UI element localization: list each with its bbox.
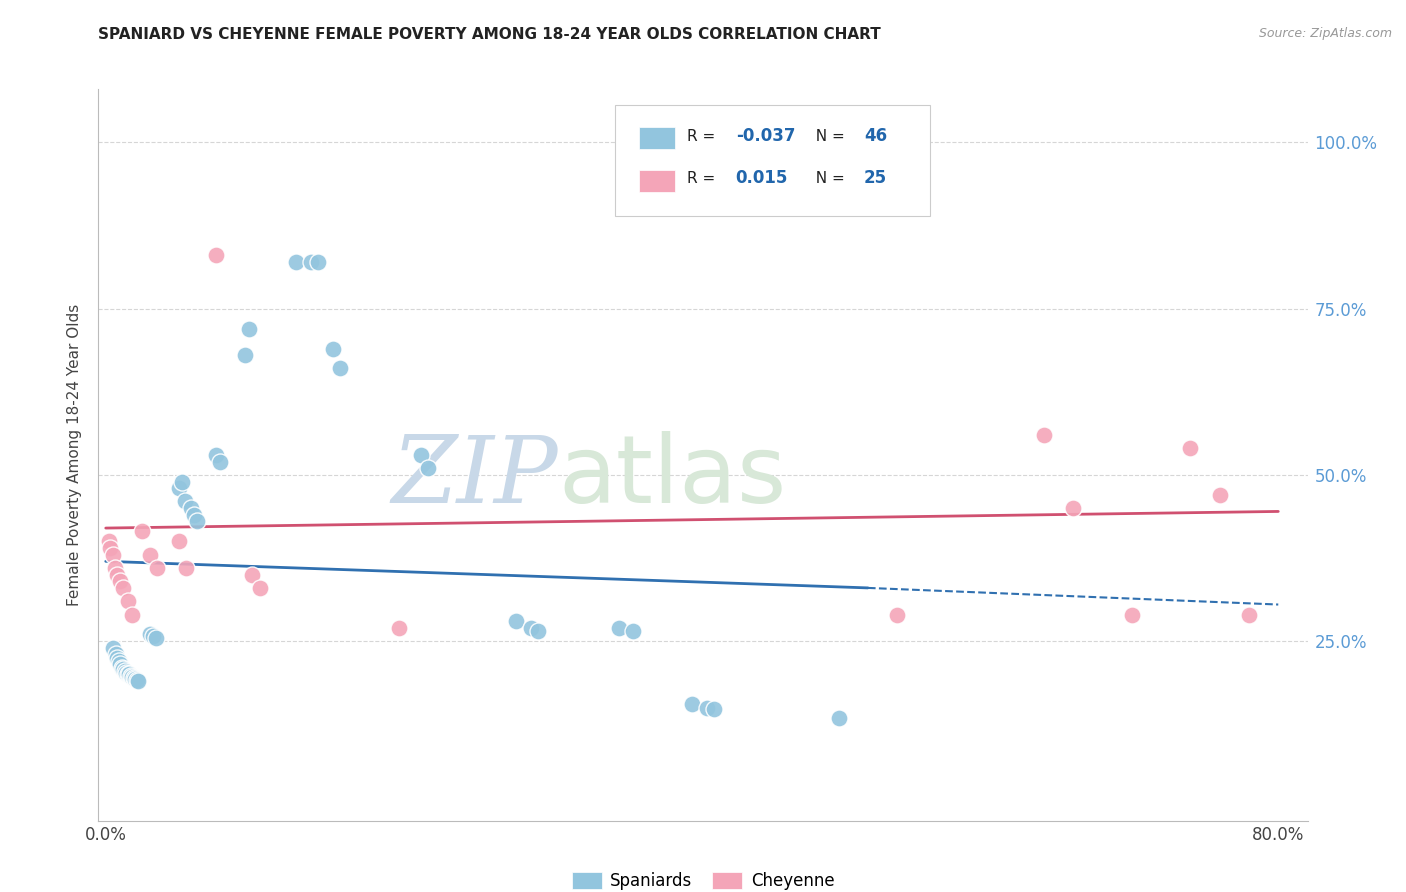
Point — [240, 567, 263, 582]
Point — [209, 454, 232, 468]
Point — [110, 657, 132, 672]
Point — [388, 621, 411, 635]
Point — [299, 255, 322, 269]
Text: Source: ZipAtlas.com: Source: ZipAtlas.com — [1258, 27, 1392, 40]
Point — [520, 621, 543, 635]
Point — [108, 654, 131, 668]
Point — [696, 700, 718, 714]
Text: R =: R = — [688, 128, 720, 144]
Point — [105, 648, 128, 662]
Point — [607, 621, 630, 635]
Point — [115, 666, 138, 681]
Text: 0.015: 0.015 — [735, 169, 787, 187]
Point — [107, 650, 129, 665]
Point — [97, 534, 120, 549]
Point — [238, 321, 260, 335]
Point — [1208, 488, 1230, 502]
Point — [103, 561, 125, 575]
Point — [204, 448, 226, 462]
Point — [127, 673, 149, 688]
Point — [527, 624, 550, 639]
Point — [204, 248, 226, 262]
Point — [111, 661, 134, 675]
Point — [176, 561, 198, 575]
Point — [1237, 607, 1260, 622]
Point — [98, 541, 121, 555]
Point — [121, 670, 143, 684]
Point — [145, 631, 167, 645]
Point — [112, 581, 135, 595]
Text: SPANIARD VS CHEYENNE FEMALE POVERTY AMONG 18-24 YEAR OLDS CORRELATION CHART: SPANIARD VS CHEYENNE FEMALE POVERTY AMON… — [98, 27, 882, 42]
FancyBboxPatch shape — [614, 105, 931, 216]
Legend: Spaniards, Cheyenne: Spaniards, Cheyenne — [565, 865, 841, 892]
Bar — [638, 128, 675, 149]
Point — [138, 548, 160, 562]
Point — [621, 624, 644, 639]
Point — [285, 255, 308, 269]
Text: 25: 25 — [863, 169, 887, 187]
Point — [409, 448, 432, 462]
Point — [1121, 607, 1143, 622]
Point — [418, 461, 440, 475]
Point — [110, 574, 132, 589]
Point — [114, 664, 136, 678]
Point — [121, 607, 143, 622]
Text: N =: N = — [806, 128, 849, 144]
Point — [233, 348, 256, 362]
Point — [329, 361, 352, 376]
Point — [142, 629, 165, 643]
Text: R =: R = — [688, 171, 725, 186]
Point — [138, 627, 160, 641]
Y-axis label: Female Poverty Among 18-24 Year Olds: Female Poverty Among 18-24 Year Olds — [67, 304, 83, 606]
Text: N =: N = — [806, 171, 849, 186]
Point — [170, 475, 193, 489]
Point — [117, 594, 139, 608]
Point — [827, 710, 849, 724]
Point — [186, 515, 208, 529]
Point — [1032, 428, 1054, 442]
Point — [307, 255, 329, 269]
Point — [167, 534, 190, 549]
Text: ZIP: ZIP — [391, 432, 558, 522]
Point — [101, 548, 124, 562]
Point — [886, 607, 908, 622]
Text: atlas: atlas — [558, 431, 786, 523]
Point — [117, 667, 139, 681]
Point — [249, 581, 271, 595]
Point — [167, 481, 190, 495]
Point — [174, 494, 197, 508]
Point — [120, 668, 142, 682]
Point — [112, 662, 135, 676]
Point — [180, 501, 202, 516]
Point — [1180, 442, 1202, 456]
Point — [146, 561, 169, 575]
Point — [118, 667, 141, 681]
Point — [681, 698, 703, 712]
Point — [122, 671, 145, 685]
Point — [125, 673, 148, 687]
Point — [107, 567, 129, 582]
Text: 46: 46 — [863, 127, 887, 145]
Point — [505, 614, 527, 628]
Point — [322, 342, 344, 356]
Point — [131, 524, 153, 539]
Text: -0.037: -0.037 — [735, 127, 796, 145]
Point — [1062, 501, 1084, 516]
Bar — [638, 169, 675, 192]
Point — [703, 702, 725, 716]
Point — [124, 672, 146, 686]
Point — [183, 508, 205, 522]
Point — [101, 640, 124, 655]
